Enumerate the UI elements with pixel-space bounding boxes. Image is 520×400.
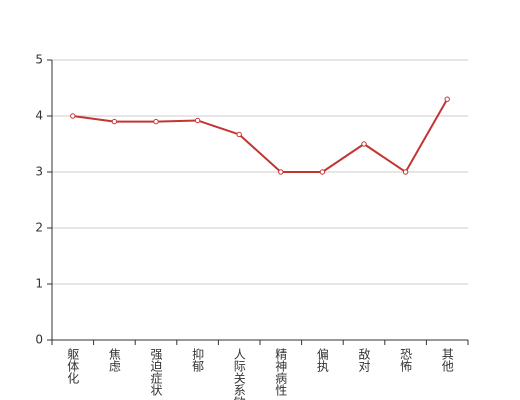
y-tick-label: 5: [35, 53, 43, 67]
x-tick-label: 敌对: [357, 347, 371, 372]
point: [444, 96, 450, 102]
x-tick-label: 恐怖: [399, 348, 413, 372]
x-tick-label: 其他: [440, 348, 454, 372]
x-tick-label: 抑郁: [191, 347, 205, 373]
y-tick-label: 0: [35, 333, 43, 347]
x-tick-label: 躯体化: [66, 347, 80, 385]
y-tick-label: 4: [35, 109, 43, 123]
point: [111, 118, 118, 125]
point: [361, 141, 367, 147]
point: [153, 118, 159, 125]
y-tick-label: 1: [35, 277, 43, 291]
point: [236, 131, 242, 138]
x-tick-label: 焦虑: [107, 348, 121, 372]
line: [72, 98, 449, 174]
point: [278, 169, 284, 175]
point: [319, 169, 326, 175]
x-tick-label: 人际关系敏感: [232, 348, 246, 400]
x-tick-label: 精神病性: [274, 348, 288, 397]
x-tick-label: 偏执: [315, 347, 329, 373]
y-tick-label: 2: [35, 221, 43, 235]
point: [194, 117, 201, 124]
y-tick-label: 3: [35, 165, 43, 179]
point: [70, 113, 76, 119]
point: [402, 169, 409, 175]
x-tick-label: 强迫症状: [149, 348, 163, 396]
